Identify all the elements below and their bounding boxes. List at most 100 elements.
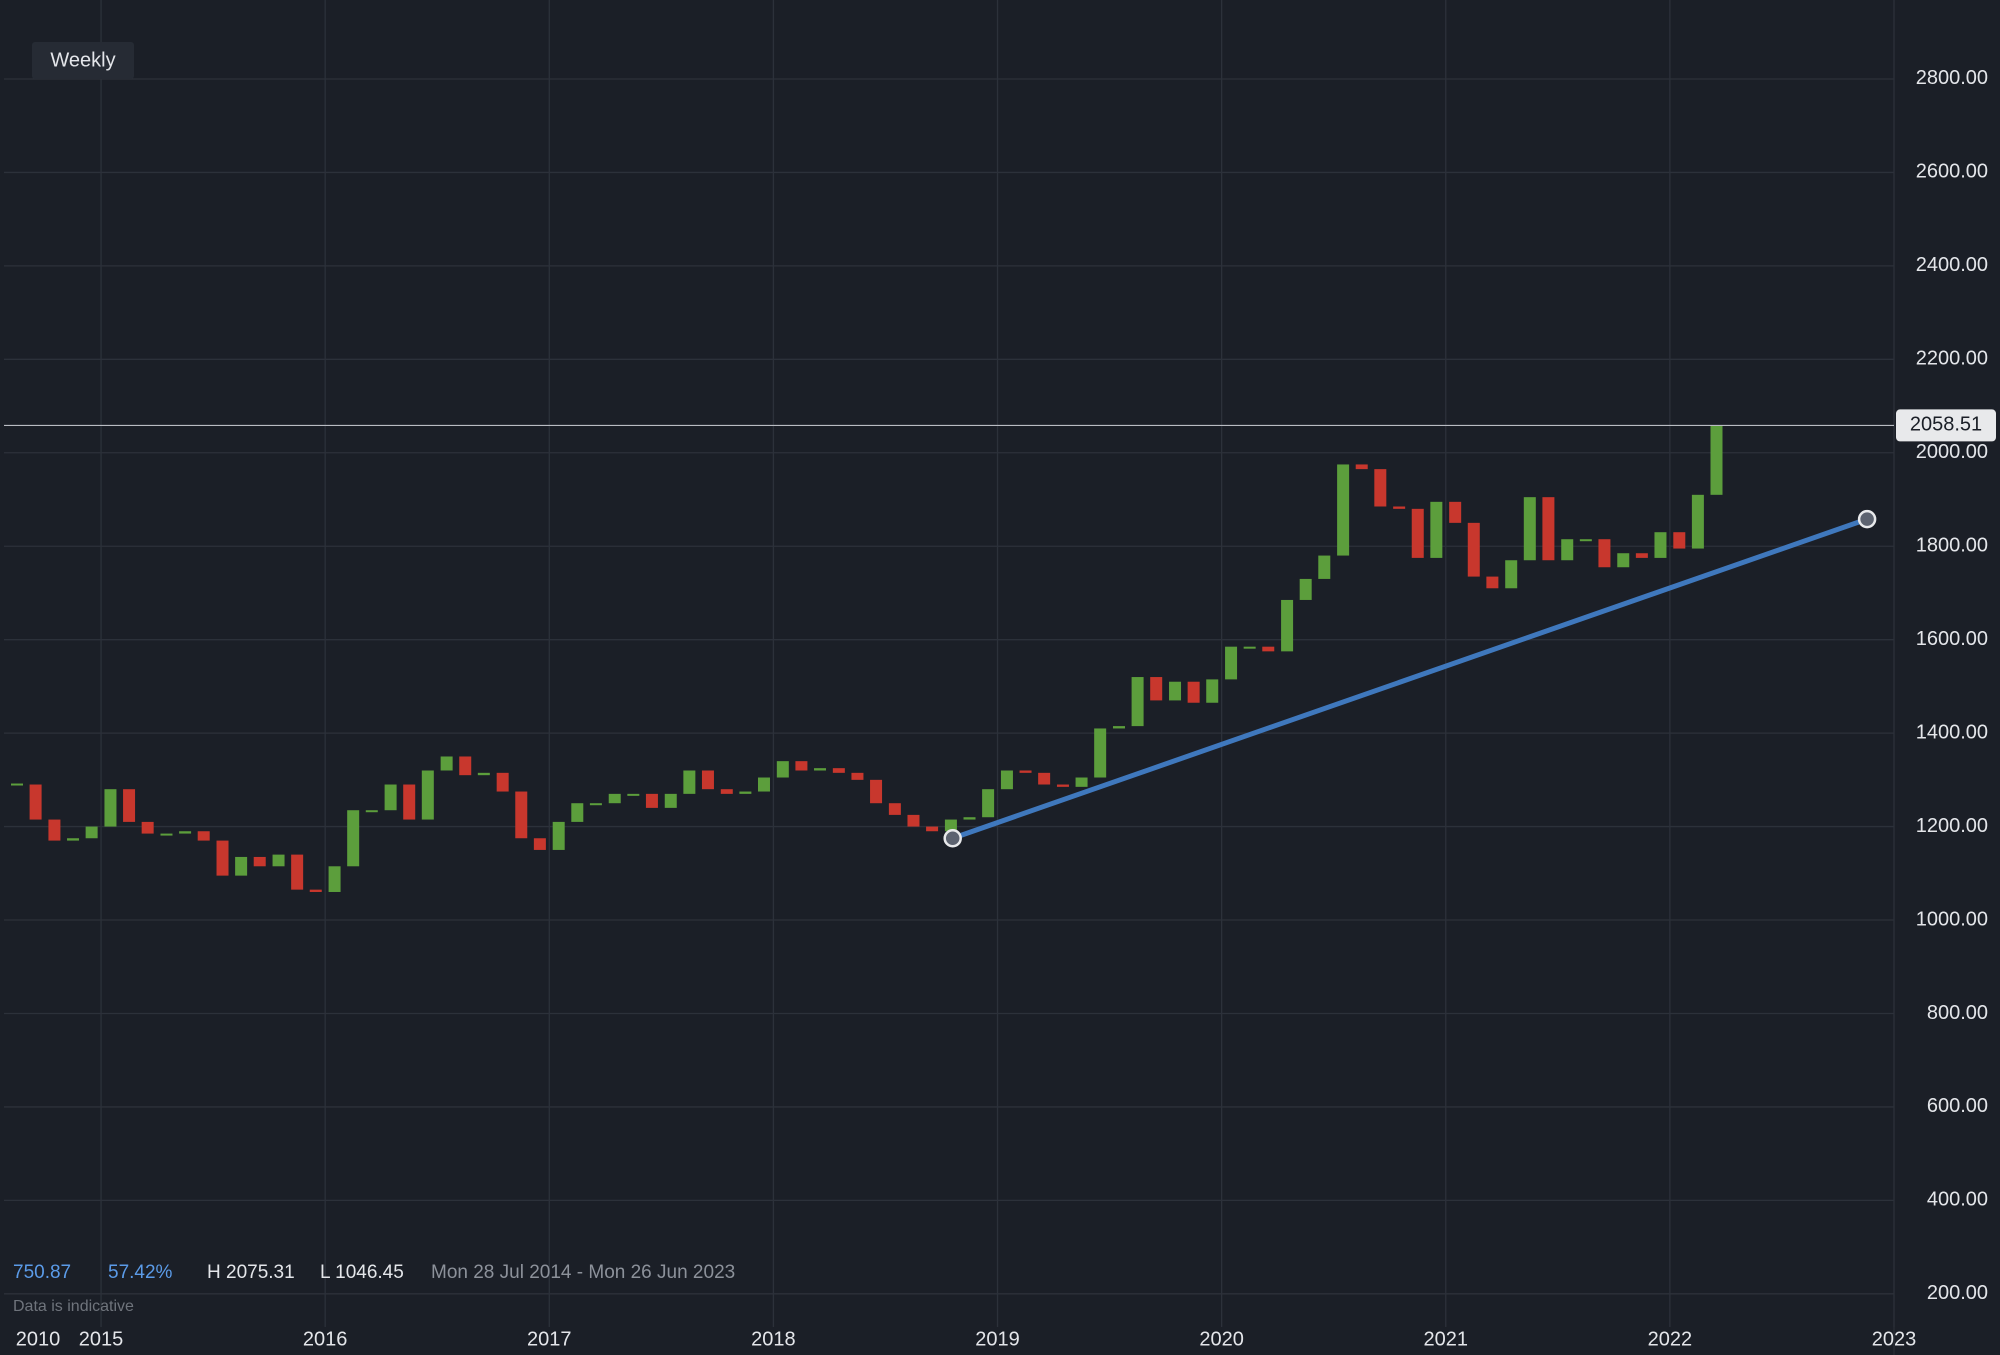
candle [1374, 469, 1387, 507]
candle [1654, 532, 1667, 558]
candle [309, 889, 322, 892]
candle [1243, 646, 1256, 649]
y-tick-label: 1600.00 [1916, 628, 1988, 650]
y-tick-label: 1800.00 [1916, 535, 1988, 557]
candle [253, 856, 266, 867]
x-tick-label: 2022 [1648, 1328, 1693, 1350]
candle [795, 761, 808, 771]
y-tick-label: 2200.00 [1916, 348, 1988, 370]
candle [141, 821, 154, 834]
y-tick-label: 1000.00 [1916, 908, 1988, 930]
x-tick-label: 2016 [303, 1328, 348, 1350]
trendline-handle [1857, 509, 1877, 529]
candle [1430, 501, 1443, 558]
candle [720, 789, 733, 794]
candle [67, 838, 80, 841]
candle [440, 756, 453, 771]
candle [1598, 539, 1611, 568]
candle [459, 756, 472, 776]
x-tick-label: 2021 [1424, 1328, 1469, 1350]
candle [1206, 679, 1219, 703]
candle [347, 810, 360, 867]
candle [926, 826, 939, 832]
candle [291, 854, 304, 890]
candle [272, 854, 285, 867]
candle [496, 772, 509, 792]
candle [1449, 501, 1462, 523]
candle [235, 856, 248, 876]
last-price-box [1896, 409, 1996, 442]
candle [888, 803, 901, 815]
x-tick-label: 2019 [975, 1328, 1020, 1350]
candle [1355, 464, 1368, 470]
candle [552, 821, 565, 850]
candle [403, 784, 416, 820]
candle [757, 777, 770, 792]
candle [216, 840, 229, 876]
x-tick-label: 2015 [79, 1328, 124, 1350]
candle [1710, 425, 1723, 495]
candle [1411, 508, 1424, 558]
candle [814, 768, 827, 771]
candle [533, 838, 546, 850]
x-tick-label: 2023 [1872, 1328, 1917, 1350]
candle [1056, 784, 1069, 787]
overlay: 2058.51 [4, 409, 1996, 848]
trendline-handle [943, 829, 962, 848]
y-tick-label: 1400.00 [1916, 721, 1988, 743]
candle [907, 814, 920, 827]
candle [1019, 770, 1032, 773]
candle [870, 779, 883, 804]
candle [10, 783, 23, 786]
x-tick-label: 2020 [1199, 1328, 1244, 1350]
candle [963, 817, 976, 820]
candle [1579, 539, 1592, 542]
candle [739, 791, 752, 794]
candle [477, 772, 490, 776]
trendline [950, 516, 1870, 841]
last-price-label: 2058.51 [1910, 414, 1982, 436]
candle [1467, 522, 1480, 577]
candle [160, 833, 173, 836]
plot [10, 425, 1723, 892]
candle [1075, 777, 1088, 787]
grid: 200.00 400.00 600.00 800.00 1000.00 1200.00 14… [4, 0, 1988, 1355]
y-tick-label: 2800.00 [1916, 67, 1988, 89]
candle [608, 793, 621, 804]
candle [589, 803, 602, 806]
candle [384, 784, 397, 811]
candle [197, 831, 210, 841]
candle [1262, 646, 1275, 652]
change-pct: 57.42% [108, 1262, 173, 1283]
candle [683, 770, 696, 794]
y-tick-label: 400.00 [1927, 1189, 1988, 1211]
candle [1673, 532, 1686, 549]
y-tick-label: 800.00 [1927, 1002, 1988, 1024]
y-tick-label: 600.00 [1927, 1095, 1988, 1117]
candle [1281, 599, 1294, 652]
candle [179, 831, 192, 834]
candle [1000, 770, 1013, 790]
candle [48, 819, 61, 841]
candle [1225, 646, 1238, 680]
y-tick-label: 2000.00 [1916, 441, 1988, 463]
y-tick-label: 2600.00 [1916, 161, 1988, 183]
candle [832, 768, 845, 773]
candle [664, 793, 677, 808]
candle [1112, 726, 1125, 729]
candle [85, 826, 98, 839]
high: H 2075.31 [207, 1262, 295, 1283]
period-label: 2010 [16, 1328, 61, 1350]
y-tick-label: 1200.00 [1916, 815, 1988, 837]
x-tick-label: 2017 [527, 1328, 572, 1350]
candle [1393, 506, 1406, 509]
x-tick-label: 2018 [751, 1328, 796, 1350]
candle [1561, 539, 1574, 561]
candle [1523, 497, 1536, 561]
interval-label[interactable]: Weekly [50, 49, 115, 71]
candle [1542, 497, 1555, 561]
candle [1150, 677, 1163, 701]
interval-box[interactable] [32, 42, 134, 79]
candle [851, 772, 864, 780]
